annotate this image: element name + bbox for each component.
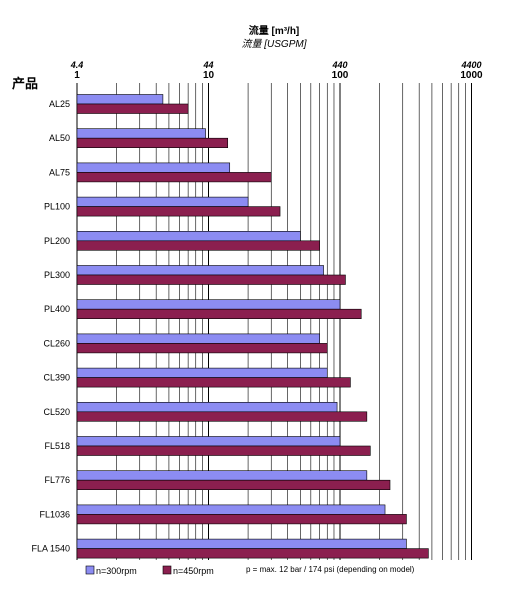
bar-n450 bbox=[76, 548, 429, 559]
bar-n300 bbox=[76, 128, 206, 139]
bar-n450 bbox=[76, 411, 368, 422]
bar-n300 bbox=[76, 94, 164, 105]
category-label: FLA 1540 bbox=[31, 544, 70, 554]
x-tick-label-usgpm: 44 bbox=[202, 60, 213, 70]
bar-n450 bbox=[76, 514, 407, 525]
bar-n300 bbox=[76, 470, 368, 481]
category-label: FL1036 bbox=[39, 509, 70, 519]
x-tick-label: 1000 bbox=[460, 70, 483, 81]
bar-n450 bbox=[76, 343, 328, 354]
bar-n300 bbox=[76, 538, 407, 549]
chart-title: 流量 [m³/h] bbox=[249, 24, 300, 37]
bar-n300 bbox=[76, 196, 249, 207]
legend-swatch-n300 bbox=[85, 565, 95, 575]
legend-swatch-n450 bbox=[162, 565, 172, 575]
bar-n450 bbox=[76, 445, 371, 456]
x-tick-label-usgpm: 4400 bbox=[460, 60, 481, 70]
x-tick-label-usgpm: 440 bbox=[331, 60, 347, 70]
bar-n300 bbox=[76, 436, 341, 447]
category-label: AL75 bbox=[49, 167, 70, 177]
category-label: AL50 bbox=[49, 133, 70, 143]
legend-label-n450: n=450rpm bbox=[173, 566, 214, 576]
category-label: PL400 bbox=[44, 304, 70, 314]
bar-n300 bbox=[76, 504, 386, 515]
x-tick-label: 1 bbox=[74, 70, 80, 81]
category-label: FL776 bbox=[44, 475, 70, 485]
bar-n450 bbox=[76, 479, 391, 491]
bar-n450 bbox=[76, 308, 362, 320]
bar-n300 bbox=[76, 299, 341, 310]
bar-n300 bbox=[76, 401, 338, 413]
category-label: PL200 bbox=[44, 236, 70, 246]
bar-n450 bbox=[76, 206, 281, 217]
category-label: FL518 bbox=[44, 441, 70, 451]
x-tick-label: 100 bbox=[332, 70, 349, 81]
category-label: AL25 bbox=[49, 99, 70, 109]
bars bbox=[76, 94, 429, 559]
bar-n450 bbox=[76, 172, 272, 183]
bar-n450 bbox=[76, 137, 229, 148]
legend: n=300rpm n=450rpm bbox=[85, 565, 214, 576]
pressure-note: p = max. 12 bar / 174 psi (depending on … bbox=[246, 565, 415, 574]
bar-n300 bbox=[76, 333, 320, 344]
bar-n300 bbox=[76, 231, 301, 242]
bar-n300 bbox=[76, 162, 231, 173]
bar-n450 bbox=[76, 377, 351, 388]
category-labels: AL25 AL50 AL75 PL100 PL200 PL300 PL400 CL260 CL3… bbox=[31, 99, 70, 554]
category-label: CL260 bbox=[43, 338, 70, 348]
bar-n450 bbox=[76, 103, 189, 114]
category-label: PL300 bbox=[44, 270, 70, 280]
legend-label-n300: n=300rpm bbox=[96, 566, 137, 576]
x-tick-label: 10 bbox=[203, 70, 215, 81]
bar-n300 bbox=[76, 367, 328, 378]
category-label: PL100 bbox=[44, 202, 70, 212]
x-tick-label-usgpm: 4.4 bbox=[70, 60, 84, 70]
bar-n450 bbox=[76, 240, 320, 251]
bar-n300 bbox=[76, 265, 324, 276]
category-header: 产品 bbox=[12, 76, 38, 91]
chart-subtitle: 流量 [USGPM] bbox=[241, 38, 306, 50]
category-label: CL390 bbox=[43, 373, 70, 383]
category-label: CL520 bbox=[43, 407, 70, 417]
bar-n450 bbox=[76, 274, 346, 285]
